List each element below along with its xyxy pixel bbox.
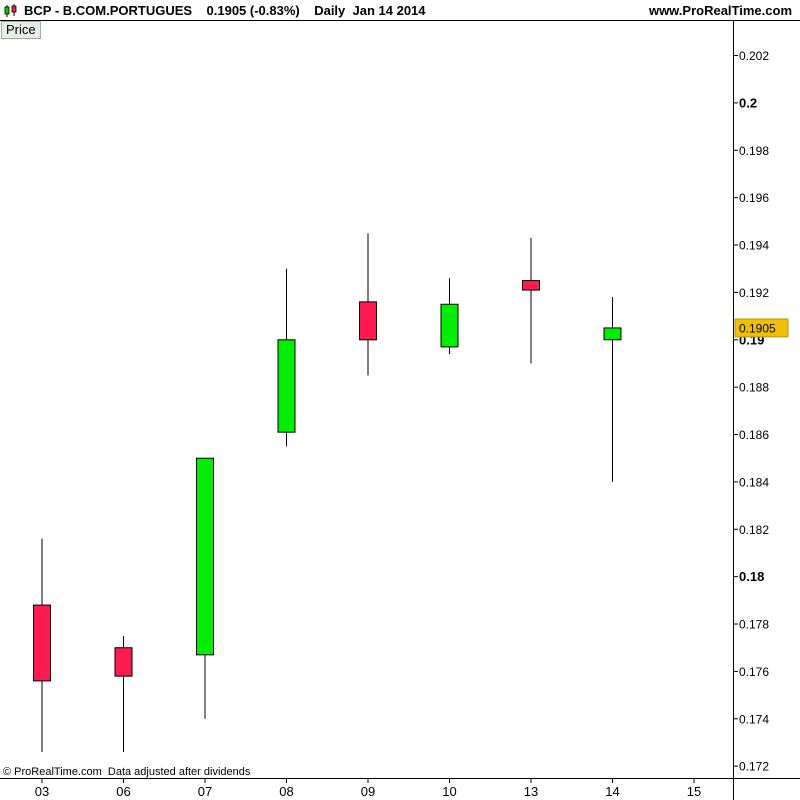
x-axis: 03 06 07 08 09 10 13 14 15 [35,778,701,799]
x-tick-label: 08 [279,784,293,799]
candle [114,635,133,752]
candle [33,538,51,752]
candle-body-up [603,327,622,341]
data-note: © ProRealTime.com Data adjusted after di… [3,766,251,778]
x-tick-label: 10 [442,784,456,799]
y-tick-label: 0.196 [739,191,769,205]
last-price-label: 0.1905 [739,321,776,335]
x-tick-label: 06 [116,784,130,799]
x-tick-label: 09 [361,784,375,799]
candle-body-up [440,303,459,348]
candle [603,297,622,482]
last-price-marker [734,318,789,338]
y-tick-label: 0.176 [739,665,769,679]
candle-body-down [359,301,377,341]
last-price-change: 0.1905 (-0.83%) [206,3,300,18]
candle [359,233,377,376]
candle [440,278,459,354]
site-url[interactable]: www.ProRealTime.com [648,3,792,18]
y-tick-label: 0.202 [739,49,769,63]
y-tick-label: 0.184 [739,475,769,489]
y-tick-label: 0.188 [739,381,769,395]
y-tick-label: 0.174 [739,712,769,726]
candle-body-down [33,604,51,682]
candlestick-icon [4,4,17,17]
price-panel-tab[interactable]: Price [1,21,41,39]
y-axis: 0.172 0.174 0.176 0.178 0.18 0.182 0.184 0.186 0… [733,49,789,774]
candle-body-up [277,339,296,433]
y-tick-label: 0.18 [739,569,764,584]
symbol-name: BCP - B.COM.PORTUGUES [24,3,193,18]
x-tick-label: 13 [524,784,538,799]
candle [196,457,214,719]
chart-title: BCP - B.COM.PORTUGUES 0.1905 (-0.83%) Da… [24,3,426,18]
candle [522,237,540,364]
y-tick-label: 0.198 [739,144,769,158]
x-tick-label: 07 [198,784,212,799]
candle-body-down [114,647,133,677]
y-tick-label: 0.192 [739,286,769,300]
chart-header: BCP - B.COM.PORTUGUES 0.1905 (-0.83%) Da… [0,0,800,22]
chart-date: Jan 14 2014 [352,3,426,18]
x-tick-label: 15 [687,784,701,799]
y-tick-label: 0.172 [739,760,769,774]
period-label: Daily [314,3,346,18]
y-tick-label: 0.178 [739,618,769,632]
y-tick-label: 0.186 [739,428,769,442]
y-tick-label: 0.194 [739,239,769,253]
x-tick-label: 03 [35,784,49,799]
candle-body-down [522,280,540,291]
y-tick-label: 0.2 [739,95,757,110]
candle-body-up [196,457,214,656]
candle [277,268,296,447]
y-tick-label: 0.182 [739,523,769,537]
plot-frame [0,20,800,800]
x-tick-label: 14 [605,784,619,799]
candles-layer [33,233,622,752]
